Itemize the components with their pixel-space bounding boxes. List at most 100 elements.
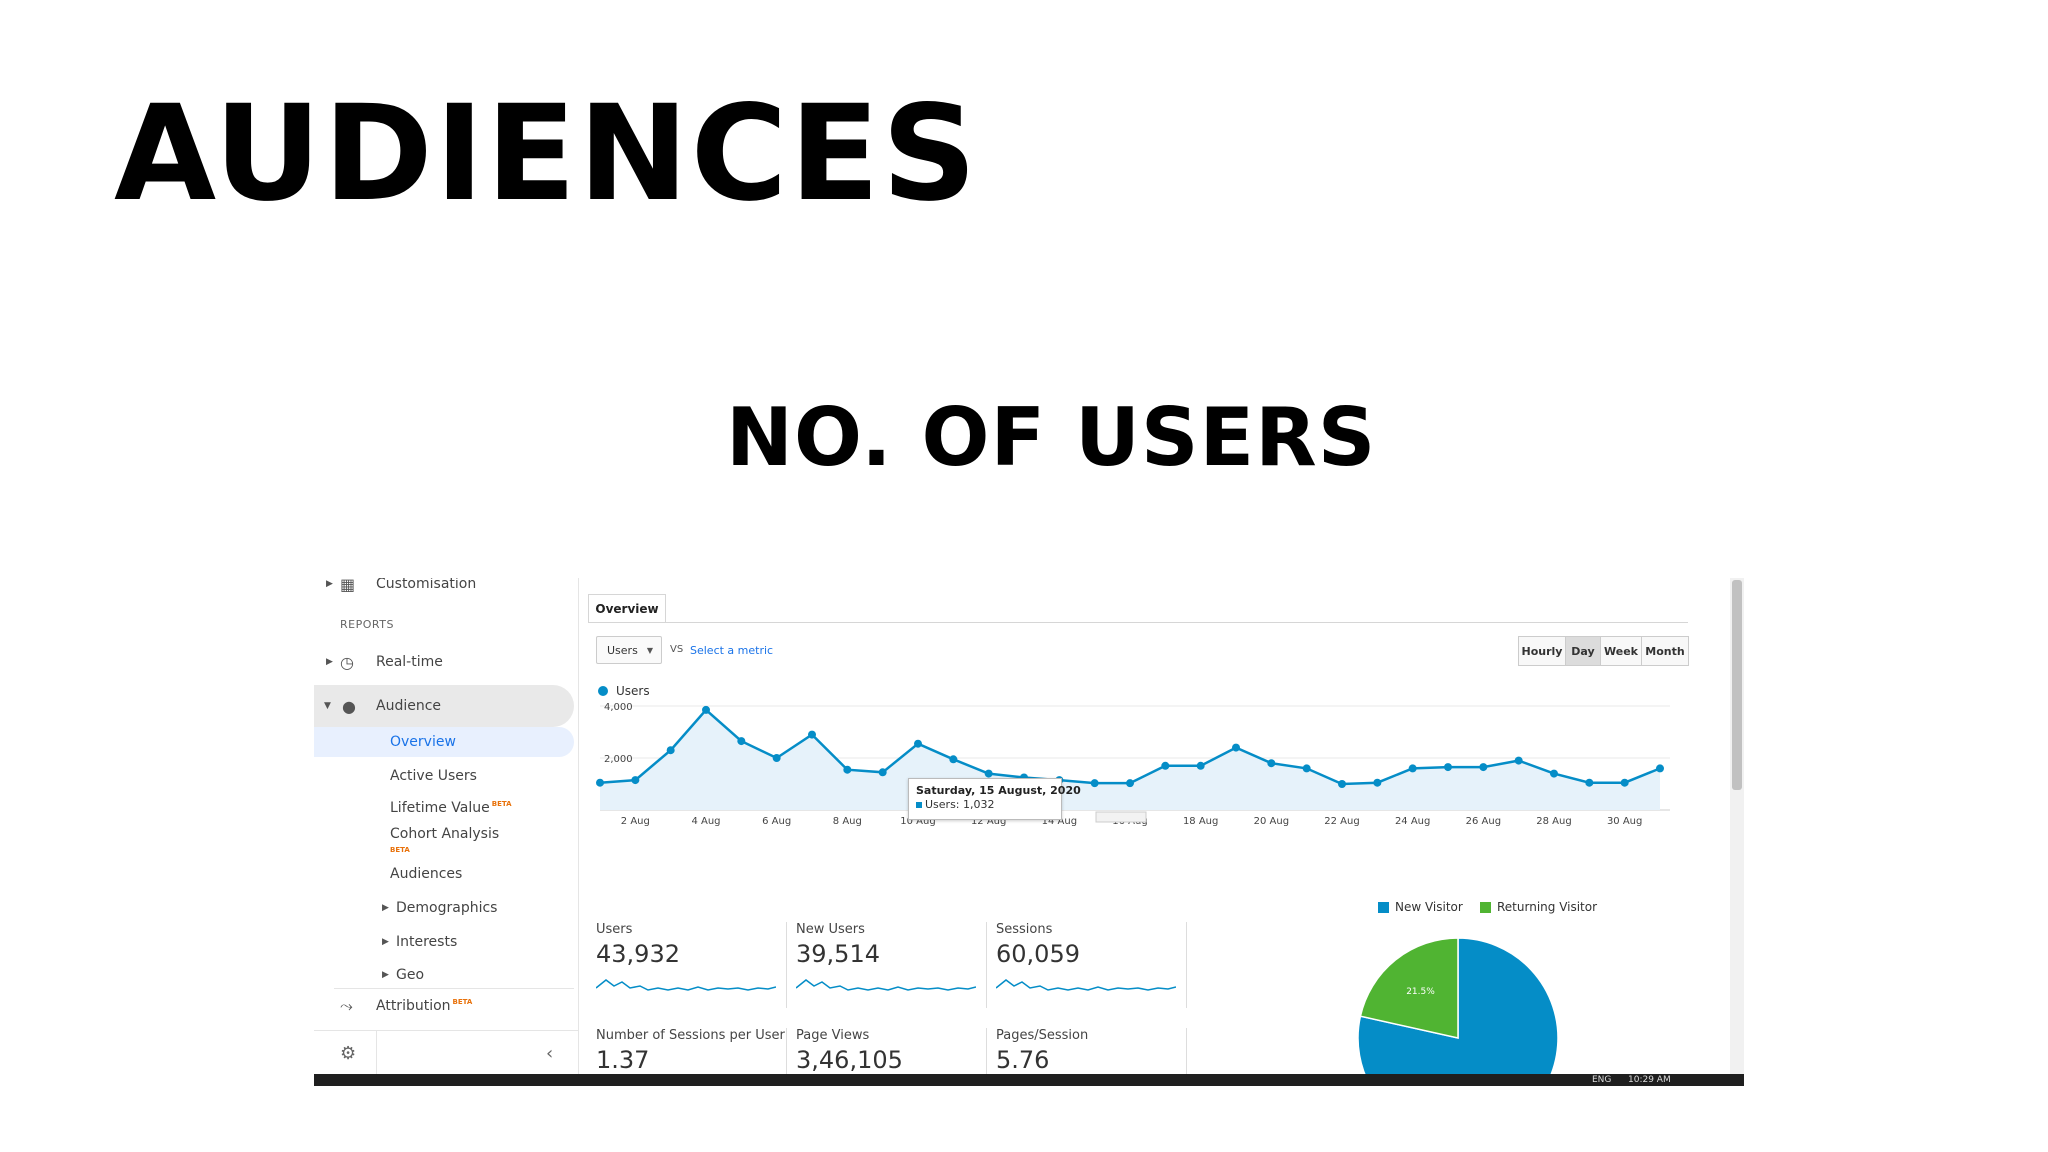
attribution-icon: ⤳ <box>340 996 353 1015</box>
divider <box>334 988 574 989</box>
sidebar-item-customisation[interactable]: ▶ ▦ Customisation <box>314 578 578 598</box>
data-point <box>843 765 852 774</box>
stat-value: 1.37 <box>596 1046 650 1074</box>
divider <box>786 1028 787 1074</box>
sidebar-item-label: Overview <box>390 734 456 750</box>
data-point <box>1514 756 1523 765</box>
stat-value: 39,514 <box>796 940 880 968</box>
stat-label: Users <box>596 922 633 937</box>
x-tick-label: 14 Aug <box>1042 816 1077 827</box>
granularity-day[interactable]: Day <box>1565 636 1601 666</box>
sidebar-item-attribution[interactable]: ⤳ Attribution BETA <box>314 992 578 1020</box>
scroll-thumb[interactable] <box>1732 580 1742 790</box>
series-legend-label: Users <box>616 684 650 698</box>
y-tick-label: 4,000 <box>604 702 633 713</box>
caret-right-icon: ▶ <box>326 579 333 589</box>
gear-icon[interactable]: ⚙ <box>340 1043 357 1064</box>
stat-sessions: Sessions 60,059 <box>996 922 1186 1002</box>
taskbar: ENG 10:29 AM <box>314 1074 1744 1086</box>
data-point <box>666 746 675 755</box>
data-point <box>1090 779 1099 788</box>
collapse-chevron-icon[interactable]: ‹ <box>546 1043 554 1064</box>
sidebar-item-label: Audiences <box>390 866 463 882</box>
y-tick-label: 2,000 <box>604 754 633 765</box>
sidebar-item-audience[interactable]: ▼ ● Audience <box>314 692 578 720</box>
active-section-highlight <box>314 685 574 727</box>
data-point <box>1479 763 1488 772</box>
granularity-month[interactable]: Month <box>1641 636 1689 666</box>
caret-right-icon: ▶ <box>382 970 389 980</box>
stat-new-users: New Users 39,514 <box>796 922 986 1002</box>
x-tick-label: 4 Aug <box>691 816 720 827</box>
x-tick-label: 8 Aug <box>833 816 862 827</box>
caret-down-icon: ▼ <box>324 701 331 711</box>
data-point <box>984 769 993 778</box>
sparkline <box>596 979 776 991</box>
x-tick-label: 28 Aug <box>1536 816 1571 827</box>
range-handle <box>1095 811 1147 823</box>
x-tick-label: 22 Aug <box>1324 816 1359 827</box>
data-point <box>1161 761 1170 770</box>
data-point <box>1444 763 1452 772</box>
metric-dropdown[interactable]: Users ▼ <box>596 636 662 664</box>
legend-label: Returning Visitor <box>1497 900 1598 914</box>
divider <box>786 922 787 1008</box>
sidebar-item-label: Attribution BETA <box>376 998 473 1014</box>
divider <box>986 1028 987 1074</box>
sidebar-item-label: Active Users <box>390 768 477 784</box>
series-legend-swatch <box>598 686 608 696</box>
sidebar-item-cohort-analysis[interactable]: Cohort Analysis <box>314 820 578 848</box>
sidebar-item-geo[interactable]: ▶ Geo <box>314 961 578 989</box>
data-point <box>878 768 887 777</box>
select-metric-link[interactable]: Select a metric <box>690 644 774 657</box>
pie-slice-label: 21.5% <box>1406 987 1435 997</box>
beta-badge: BETA <box>491 800 512 808</box>
tab-overview[interactable]: Overview <box>588 594 666 623</box>
tooltip-value: Users: 1,032 <box>925 798 995 811</box>
divider <box>376 1031 377 1077</box>
sidebar-item-overview[interactable]: Overview <box>314 728 578 756</box>
sidebar-item-label: Demographics <box>396 900 498 916</box>
taskbar-clock: 10:29 AM <box>1628 1075 1671 1085</box>
stat-label: New Users <box>796 922 865 937</box>
slide-title: AUDIENCES <box>114 77 979 231</box>
sidebar-item-realtime[interactable]: ▶ ◷ Real-time <box>314 648 578 676</box>
metric-dropdown-value: Users <box>607 643 638 657</box>
sidebar-item-active-users[interactable]: Active Users <box>314 762 578 790</box>
data-point <box>702 705 710 714</box>
divider <box>986 922 987 1008</box>
person-icon: ● <box>342 696 356 716</box>
data-point <box>1620 778 1629 787</box>
sidebar-item-demographics[interactable]: ▶ Demographics <box>314 894 578 922</box>
sidebar-item-audiences[interactable]: Audiences <box>314 860 578 888</box>
data-point <box>1302 764 1311 773</box>
x-tick-label: 2 Aug <box>621 816 650 827</box>
data-point <box>596 778 604 787</box>
chevron-down-icon: ▼ <box>646 645 653 655</box>
data-point <box>1126 779 1134 788</box>
scrollbar[interactable] <box>1730 578 1744 1086</box>
main-panel: Overview Users ▼ VS Select a metric Hour… <box>578 578 1728 1086</box>
reports-heading: REPORTS <box>340 618 394 631</box>
data-point <box>808 730 816 739</box>
sidebar-item-interests[interactable]: ▶ Interests <box>314 928 578 956</box>
tooltip-date: Saturday, 15 August, 2020 <box>916 784 1081 797</box>
data-point <box>1196 761 1205 770</box>
sidebar-item-label: Interests <box>396 934 458 950</box>
stat-value: 43,932 <box>596 940 680 968</box>
pie-slice <box>1359 937 1459 1039</box>
sidebar-item-lifetime-value[interactable]: Lifetime Value BETA <box>314 794 578 822</box>
pie-legend-new-visitor: New Visitor <box>1378 900 1463 914</box>
pie-legend-returning-visitor: Returning Visitor <box>1480 900 1597 914</box>
stat-users: Users 43,932 <box>596 922 786 1002</box>
stat-pages-per-session: Pages/Session 5.76 <box>996 1028 1186 1086</box>
analytics-screenshot: ▶ ▦ Customisation REPORTS ▶ ◷ Real-time … <box>314 578 1744 1086</box>
legend-label: New Visitor <box>1395 900 1463 914</box>
sidebar-item-label: Customisation <box>376 578 477 592</box>
sidebar-item-label: Geo <box>396 967 425 983</box>
granularity-week[interactable]: Week <box>1600 636 1642 666</box>
x-tick-label: 30 Aug <box>1607 816 1642 827</box>
x-tick-label: 20 Aug <box>1254 816 1289 827</box>
data-point <box>914 739 922 748</box>
granularity-hourly[interactable]: Hourly <box>1518 636 1566 666</box>
